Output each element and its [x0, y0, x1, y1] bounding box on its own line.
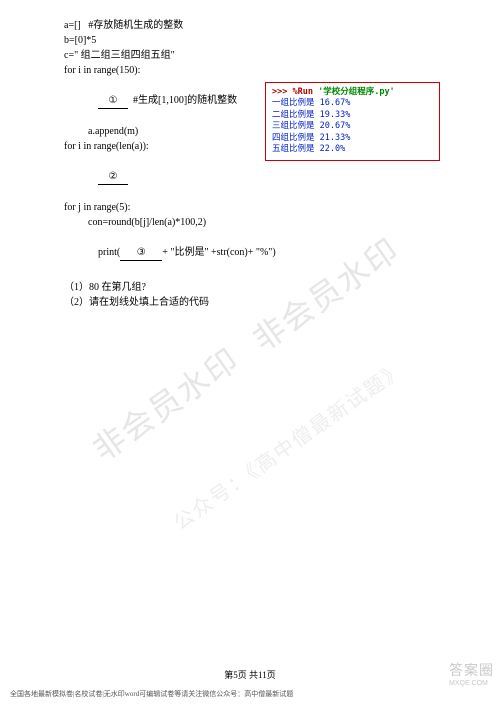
output-line: 四组比例是 21.33%: [272, 133, 433, 144]
run-file: '学校分组程序.py': [313, 87, 395, 97]
output-header: >>> %Run '学校分组程序.py': [272, 87, 433, 98]
footer-note: 全国各地最新模拟卷|名校试卷|无水印word可编辑试卷等请关注微信公众号：高中僧…: [10, 689, 490, 699]
watermark-text: 公众号：《高中僧最新试题》: [167, 353, 410, 535]
corner-main: 答案圈: [449, 662, 494, 678]
blank-2: ②: [98, 169, 128, 185]
code-line: con=round(b[j]/len(a)*100,2): [64, 215, 450, 230]
output-lines: 一组比例是 16.67%二组比例是 19.33%三组比例是 20.67%四组比例…: [272, 98, 433, 155]
output-line: 三组比例是 20.67%: [272, 121, 433, 132]
run-command: %Run: [292, 87, 312, 97]
code-line: a=[] #存放随机生成的整数: [64, 18, 450, 33]
code-text: #生成[1,100]的随机整数: [128, 95, 237, 106]
output-box: >>> %Run '学校分组程序.py' 一组比例是 16.67%二组比例是 1…: [265, 82, 440, 161]
code-text: print(: [98, 247, 120, 258]
page-body: a=[] #存放随机生成的整数 b=[0]*5 c=" 组二组三组四组五组" f…: [0, 0, 500, 310]
code-line-blank: print(③+ "比例是" +str(con)+ "%"): [64, 230, 450, 276]
prompt-symbol: >>>: [272, 87, 292, 97]
page-number: 第5页 共11页: [0, 668, 500, 681]
blank-3: ③: [120, 245, 162, 261]
corner-sub: MXQE.COM: [449, 680, 494, 687]
output-line: 二组比例是 19.33%: [272, 110, 433, 121]
corner-watermark: 答案圈 MXQE.COM: [449, 660, 494, 687]
blank-1: ①: [98, 93, 128, 109]
question-2: （2）请在划线处填上合适的代码: [64, 295, 450, 310]
code-line: c=" 组二组三组四组五组": [64, 48, 450, 63]
code-line: b=[0]*5: [64, 33, 450, 48]
code-text: + "比例是" +str(con)+ "%"): [162, 247, 276, 258]
question-1: （1）80 在第几组?: [64, 280, 450, 295]
watermark-text: 非会员水印: [82, 335, 248, 470]
code-line: for i in range(150):: [64, 63, 450, 78]
code-line: for j in range(5):: [64, 200, 450, 215]
output-line: 五组比例是 22.0%: [272, 144, 433, 155]
output-line: 一组比例是 16.67%: [272, 98, 433, 109]
code-line-blank: ②: [64, 154, 450, 200]
